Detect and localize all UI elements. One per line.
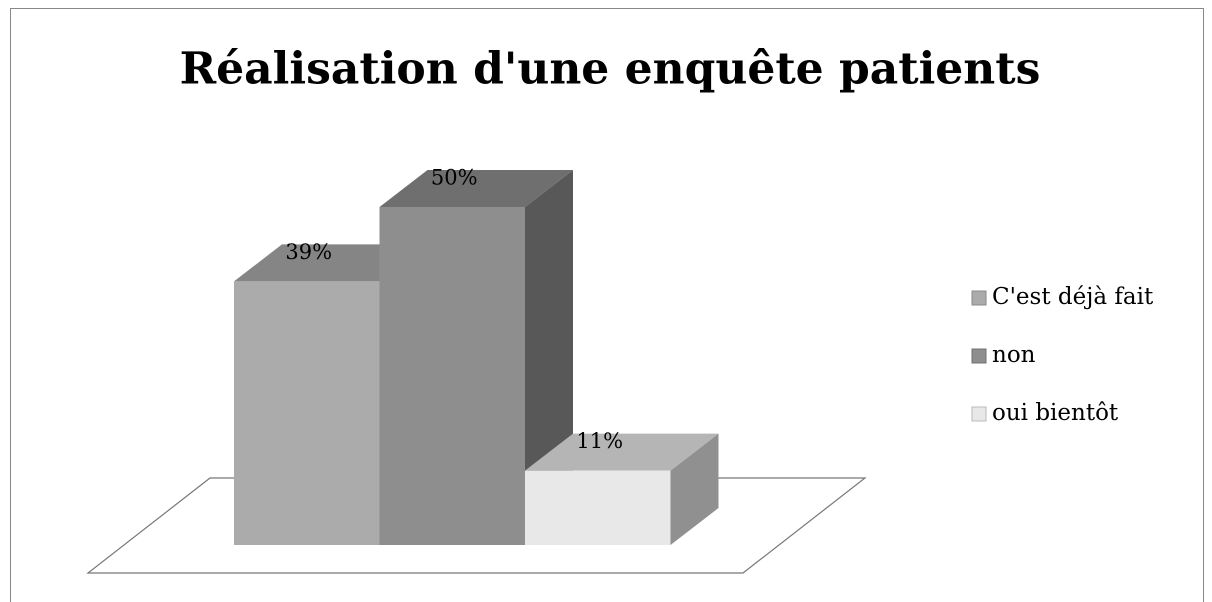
value-label: 50%	[431, 166, 478, 190]
bar-top	[234, 244, 428, 282]
bar	[379, 207, 525, 545]
bar-side	[670, 433, 719, 545]
legend-swatch	[971, 406, 987, 422]
bar-top	[379, 170, 573, 207]
legend-label: oui bientôt	[992, 400, 1119, 426]
bar-top	[525, 433, 719, 471]
chart-title: Réalisation d'une enquête patients	[180, 44, 1041, 95]
legend-swatch	[971, 290, 987, 306]
value-label: 39%	[285, 240, 332, 264]
legend-swatch	[971, 348, 987, 364]
bar	[525, 470, 671, 545]
value-label: 11%	[576, 429, 623, 453]
legend-label: C'est déjà fait	[992, 284, 1154, 310]
bar	[234, 281, 380, 545]
legend-label: non	[992, 342, 1036, 368]
